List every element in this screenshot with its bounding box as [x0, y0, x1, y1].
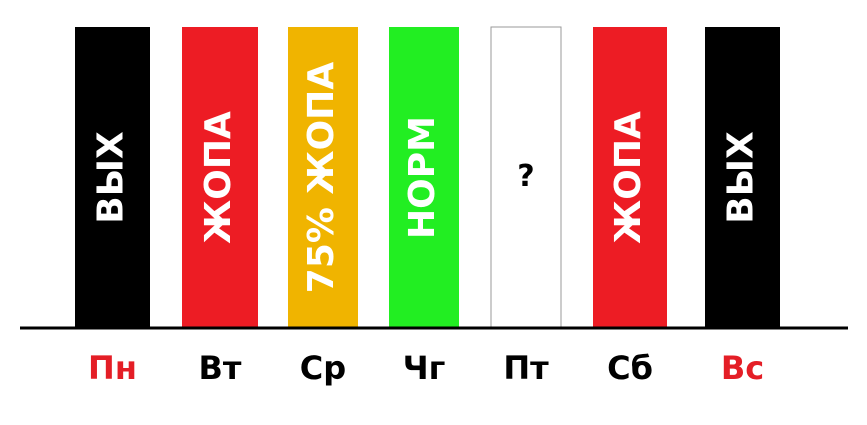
day-label: Пт: [503, 349, 549, 387]
bar-text: ЖОПА: [198, 111, 239, 244]
bar-text: ВЫХ: [721, 131, 762, 224]
day-label: Сб: [607, 349, 653, 387]
bar: [75, 27, 150, 328]
day-label: Чг: [403, 349, 446, 387]
bar-text: ВЫХ: [91, 131, 132, 224]
day-label: Пн: [88, 349, 137, 387]
day-label: Вт: [199, 349, 242, 387]
day-label: Вс: [721, 349, 764, 387]
bar: [593, 27, 667, 328]
bar: [182, 27, 258, 328]
bar-text: НОРМ: [402, 116, 443, 239]
bar: [705, 27, 780, 328]
bar: [389, 27, 459, 328]
bar-text: ЖОПА: [608, 111, 649, 244]
bar-text: ?: [517, 159, 534, 194]
bar-text: 75% ЖОПА: [301, 62, 342, 294]
day-label: Ср: [300, 349, 346, 387]
bar: [288, 27, 358, 328]
